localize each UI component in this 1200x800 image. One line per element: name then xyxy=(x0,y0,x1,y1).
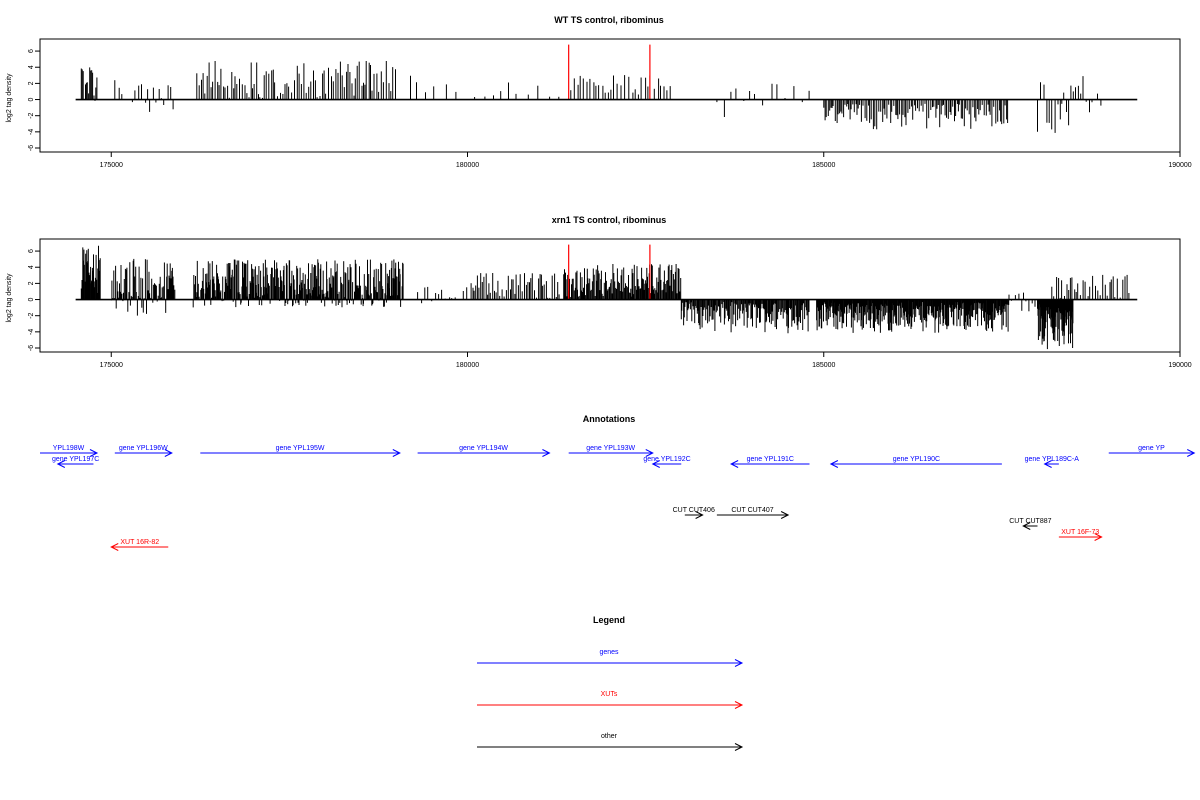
xrn1-ytick-label: 0 xyxy=(28,297,35,301)
feature-list: YPL198W gene YPL197C gene YPL196W gene YPL1… xyxy=(40,445,1196,551)
annotation-feature: XUT 16F-73 xyxy=(1058,529,1103,541)
legend-label: other xyxy=(601,733,618,740)
annotation-feature: gene YPL195W xyxy=(200,445,401,457)
annotation-feature: XUT 16R-82 xyxy=(110,539,169,551)
xrn1-xtick-label: 185000 xyxy=(812,362,835,369)
legend-item: other xyxy=(477,733,744,751)
wt-ytick-label: -4 xyxy=(28,129,35,135)
xrn1-xtick-label: 180000 xyxy=(456,362,479,369)
xrn1-plot-frame xyxy=(39,238,1181,353)
annotation-label: gene YPL194W xyxy=(459,445,508,452)
wt-axes: -6 -4 -2 0 2 4 6 175000 180000 185000 190000 xyxy=(28,49,1192,169)
annotation-feature: YPL198W xyxy=(40,445,99,457)
annotation-feature: CUT CUT406 xyxy=(673,507,715,519)
annotations-track: Annotations YPL198W gene YPL197C gene YPL1… xyxy=(40,414,1196,551)
xrn1-panel-title: xrn1 TS control, ribominus xyxy=(552,215,667,225)
annotation-feature: gene YPL197C xyxy=(52,456,99,468)
wt-xtick-label: 185000 xyxy=(812,162,835,169)
xrn1-xtick-label: 175000 xyxy=(100,362,123,369)
wt-xtick-label: 175000 xyxy=(100,162,123,169)
annotation-label: CUT CUT406 xyxy=(673,507,715,514)
xrn1-panel-ylabel: log2 tag density xyxy=(6,273,13,323)
xrn1-ytick-label: -2 xyxy=(28,312,35,318)
annotation-label: gene YPL193W xyxy=(586,445,635,452)
legend-title: Legend xyxy=(593,615,625,625)
annotation-arrow-head xyxy=(110,543,119,551)
wt-panel-title: WT TS control, ribominus xyxy=(554,15,664,25)
wt-ytick-label: -6 xyxy=(28,145,35,151)
annotation-arrow-head xyxy=(829,460,839,468)
annotation-label: YPL198W xyxy=(53,445,85,452)
annotation-label: gene YPL189C-A xyxy=(1025,456,1080,463)
legend-arrow-head xyxy=(734,701,744,709)
xrn1-ytick-label: 2 xyxy=(28,281,35,285)
legend-arrow-head xyxy=(734,743,744,751)
annotation-arrow-head xyxy=(1187,449,1196,457)
wt-ytick-label: 2 xyxy=(28,81,35,85)
annotation-feature: gene YPL191C xyxy=(730,456,810,468)
wt-ytick-label: 6 xyxy=(28,49,35,53)
annotation-feature: gene YPL196W xyxy=(114,445,173,457)
annotation-arrow-head xyxy=(392,449,401,457)
wt-ytick-label: 4 xyxy=(28,65,35,69)
legend-items: genes XUTs other xyxy=(477,649,744,751)
annotation-arrow-head xyxy=(1094,533,1103,541)
annotations-title: Annotations xyxy=(583,414,636,424)
annotation-feature: gene YPL189C-A xyxy=(1025,456,1080,468)
wt-plot-frame xyxy=(39,38,1181,153)
annotation-arrow-head xyxy=(1022,522,1031,530)
xrn1-xtick-label: 190000 xyxy=(1168,362,1191,369)
wt-panel: WT TS control, ribominus log2 tag densit… xyxy=(6,15,1192,169)
annotation-arrow-head xyxy=(1043,460,1052,468)
annotation-feature: gene YPL192C xyxy=(643,456,691,468)
annotation-label: XUT 16R-82 xyxy=(120,539,159,546)
legend: Legend genes XUTs other xyxy=(477,615,744,751)
legend-label: genes xyxy=(599,649,619,656)
wt-panel-ylabel: log2 tag density xyxy=(6,73,13,123)
annotation-arrow-head xyxy=(89,449,99,457)
annotation-feature: CUT CUT887 xyxy=(1009,518,1052,530)
annotation-label: gene YP xyxy=(1138,445,1165,452)
wt-xtick-label: 180000 xyxy=(456,162,479,169)
legend-item: genes xyxy=(477,649,744,667)
xrn1-ytick-label: -6 xyxy=(28,345,35,351)
annotation-feature: gene YPL194W xyxy=(417,445,551,457)
annotation-label: gene YPL191C xyxy=(747,456,794,463)
annotation-label: XUT 16F-73 xyxy=(1061,529,1099,536)
legend-item: XUTs xyxy=(477,691,744,709)
xrn1-bars xyxy=(75,244,1138,350)
annotation-label: gene YPL192C xyxy=(643,456,690,463)
annotation-arrow-head xyxy=(780,511,790,519)
annotation-label: gene YPL190C xyxy=(893,456,940,463)
annotation-label: CUT CUT887 xyxy=(1009,518,1051,525)
annotation-arrow-head xyxy=(164,449,173,457)
legend-label: XUTs xyxy=(601,691,618,698)
annotation-label: gene YPL196W xyxy=(119,445,168,452)
annotation-label: CUT CUT407 xyxy=(731,507,773,514)
wt-xtick-label: 190000 xyxy=(1168,162,1191,169)
xrn1-axes: -6 -4 -2 0 2 4 6 175000 180000 185000 190000 xyxy=(28,249,1192,369)
xrn1-ytick-label: -4 xyxy=(28,329,35,335)
wt-ytick-label: -2 xyxy=(28,112,35,118)
wt-ytick-label: 0 xyxy=(28,97,35,101)
legend-arrow-head xyxy=(734,659,744,667)
annotation-arrow-head xyxy=(730,460,739,468)
annotation-feature: gene YPL193W xyxy=(568,445,654,457)
annotation-label: gene YPL195W xyxy=(276,445,325,452)
xrn1-ytick-label: 6 xyxy=(28,249,35,253)
annotation-label: gene YPL197C xyxy=(52,456,99,463)
annotation-arrow-head xyxy=(56,460,66,468)
annotation-arrow-head xyxy=(542,449,551,457)
annotation-arrow-head xyxy=(645,449,654,457)
annotation-feature: gene YPL190C xyxy=(829,456,1002,468)
annotation-feature: gene YP xyxy=(1108,445,1196,457)
wt-bars xyxy=(75,44,1138,133)
annotation-feature: CUT CUT407 xyxy=(716,507,790,519)
annotation-arrow-head xyxy=(651,460,660,468)
annotation-arrow-head xyxy=(695,511,704,519)
xrn1-ytick-label: 4 xyxy=(28,265,35,269)
xrn1-panel: xrn1 TS control, ribominus log2 tag dens… xyxy=(6,215,1192,369)
